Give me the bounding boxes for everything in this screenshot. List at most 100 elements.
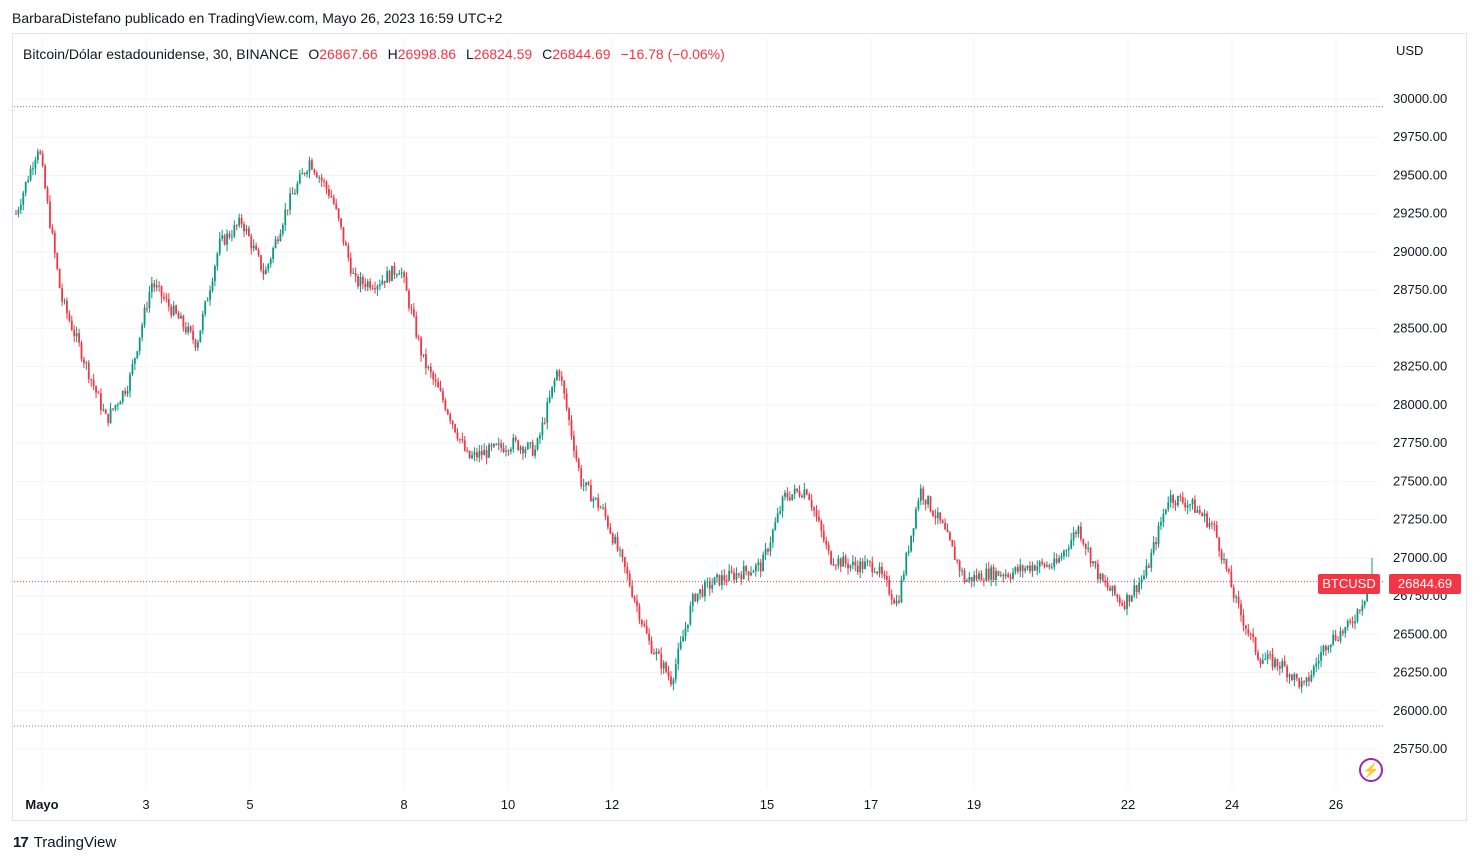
candle — [895, 594, 898, 607]
candle-body — [1349, 621, 1352, 623]
candle-body — [621, 549, 624, 558]
candle-body — [539, 435, 541, 439]
candle — [820, 519, 823, 538]
candle-body — [1063, 550, 1065, 557]
candle — [180, 312, 182, 319]
candle-body — [1002, 574, 1005, 577]
grid-lines — [14, 37, 1378, 790]
legend-high-label: H — [387, 46, 398, 62]
candle-body — [970, 577, 973, 582]
candle — [95, 385, 97, 399]
candle-body — [611, 533, 614, 544]
candle — [56, 252, 59, 271]
candle — [1300, 676, 1303, 693]
candle — [49, 195, 51, 230]
candle-body — [645, 626, 648, 634]
candle-body — [670, 676, 672, 685]
candle — [330, 189, 333, 198]
candle-body — [1029, 565, 1031, 572]
candle-body — [1084, 544, 1087, 549]
candle — [371, 284, 374, 290]
candle-body — [405, 276, 408, 291]
candle-body — [582, 485, 585, 487]
candle-body — [1308, 677, 1310, 682]
candle-body — [907, 551, 910, 554]
candle — [1164, 509, 1167, 516]
y-tick-label: 26250.00 — [1393, 665, 1447, 680]
candle-body — [102, 409, 105, 411]
candle-body — [49, 201, 51, 228]
candle — [1346, 618, 1349, 631]
candle — [393, 262, 396, 280]
candle-body — [735, 573, 738, 580]
candle-body — [1232, 587, 1235, 598]
candle-body — [95, 386, 97, 393]
candle-body — [864, 561, 866, 569]
candle — [24, 181, 27, 197]
candle — [102, 403, 105, 412]
candle-body — [978, 573, 980, 579]
candle — [764, 542, 767, 560]
candle — [704, 579, 706, 602]
candle-body — [1007, 574, 1010, 577]
tradingview-brand[interactable]: 17 TradingView — [13, 834, 116, 851]
candle — [611, 531, 614, 546]
legend-open-label: O — [308, 46, 320, 62]
candle-body — [434, 379, 437, 382]
candle-body — [1325, 645, 1327, 651]
candle — [1101, 573, 1104, 582]
candle-body — [340, 218, 342, 228]
candle-body — [927, 496, 929, 505]
candle-body — [757, 562, 760, 566]
candle — [1007, 571, 1010, 579]
candle — [444, 397, 447, 412]
candle-body — [701, 589, 704, 597]
candle — [541, 417, 544, 440]
candle — [747, 570, 750, 582]
candle — [696, 593, 699, 604]
candle-body — [446, 409, 449, 415]
currency-label[interactable]: USD — [1396, 43, 1424, 58]
candle-body — [267, 264, 270, 270]
candle-body — [597, 497, 600, 508]
candle-body — [987, 568, 990, 580]
candle — [61, 283, 63, 306]
candle — [116, 402, 119, 411]
candle-body — [1305, 677, 1308, 683]
candle — [133, 357, 136, 370]
candle — [1349, 618, 1352, 625]
legend-change: −16.78 (−0.06%) — [620, 46, 725, 62]
candle-body — [119, 401, 122, 405]
candle — [684, 621, 687, 642]
candle-body — [364, 283, 367, 288]
candle — [492, 443, 495, 449]
candle-body — [985, 568, 988, 581]
candle — [706, 577, 709, 588]
candle-body — [180, 315, 182, 319]
y-tick-label: 30000.00 — [1393, 91, 1447, 106]
candle — [1354, 614, 1356, 630]
candle-body — [944, 522, 946, 530]
candle-body — [1123, 605, 1126, 609]
candle-body — [238, 217, 241, 226]
candle-body — [883, 574, 886, 576]
flash-icon[interactable]: ⚡ — [1359, 758, 1383, 782]
candle — [725, 574, 728, 586]
candle-body — [1240, 603, 1242, 616]
candle — [170, 304, 173, 319]
candle — [995, 567, 997, 587]
candle — [235, 224, 238, 231]
candle-body — [648, 633, 651, 641]
candle-body — [437, 381, 439, 388]
candle-body — [1043, 563, 1046, 567]
candle-body — [541, 422, 544, 436]
candle-body — [58, 268, 61, 289]
candle-body — [442, 390, 444, 401]
y-tick-label: 28500.00 — [1393, 320, 1447, 335]
candle-body — [754, 565, 757, 572]
candle-body — [1036, 566, 1039, 571]
candle-body — [1152, 542, 1155, 553]
candle-body — [1206, 513, 1208, 527]
candle-body — [536, 438, 539, 450]
